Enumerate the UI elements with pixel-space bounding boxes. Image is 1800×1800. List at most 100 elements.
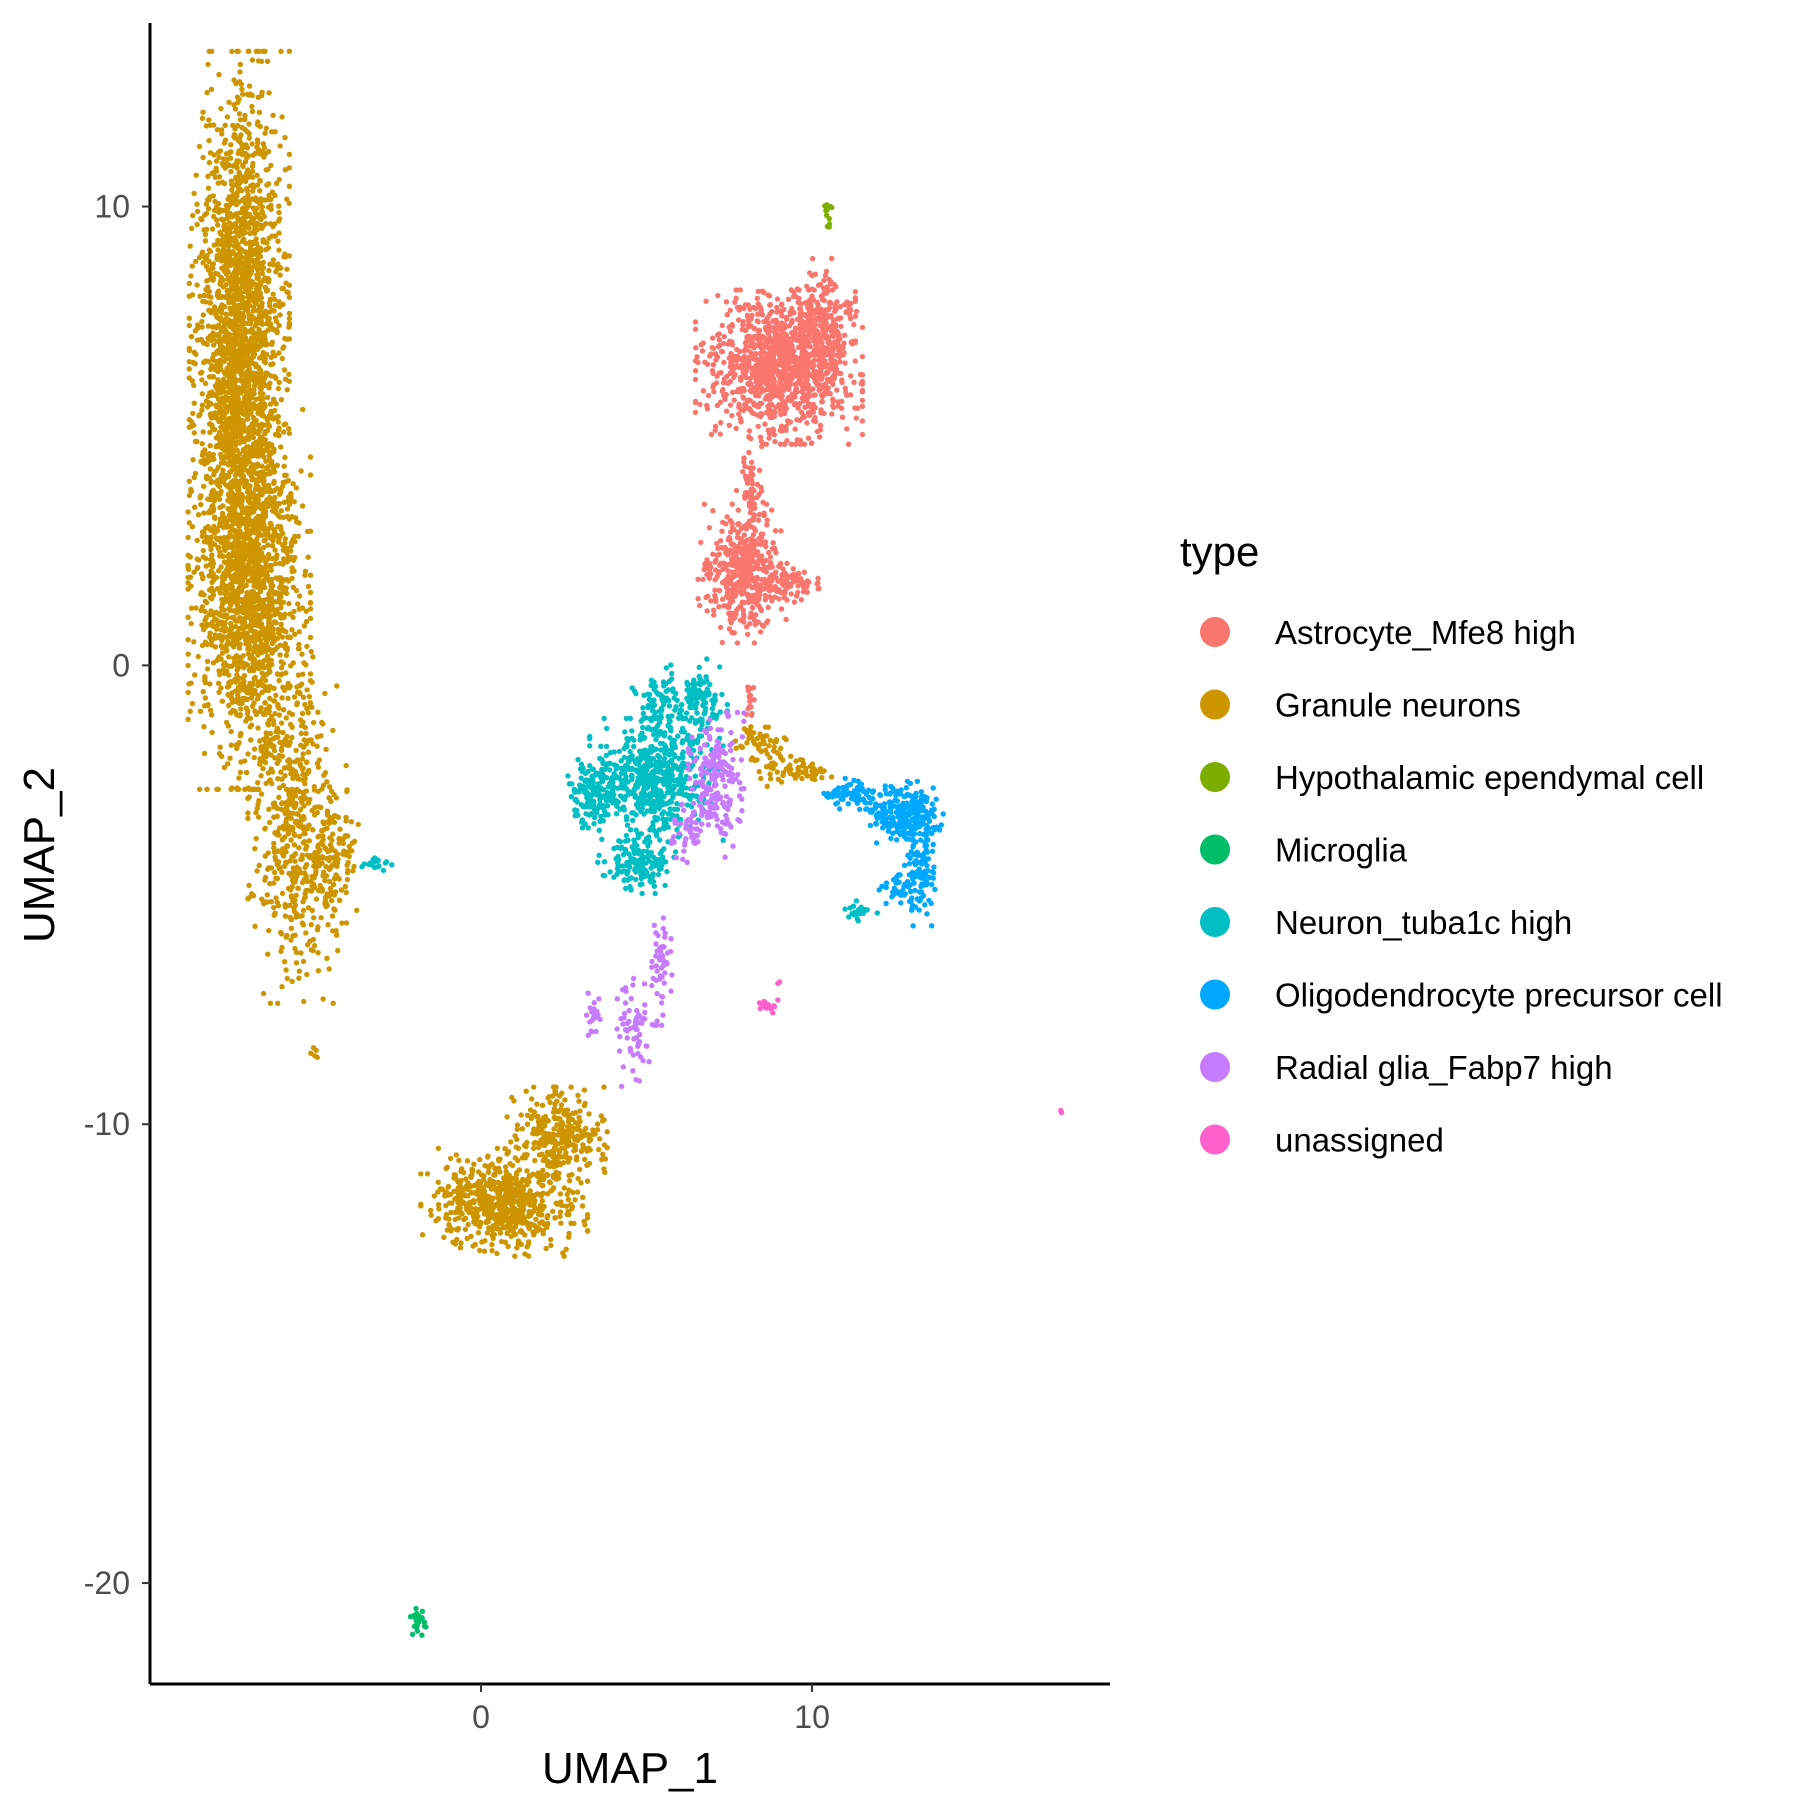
data-point [224,395,230,401]
data-point [817,422,824,428]
data-point [723,603,730,609]
data-point [276,677,282,684]
data-point [224,211,231,218]
data-point [202,238,209,244]
data-point [204,89,210,96]
data-point [733,425,739,432]
data-point [802,404,808,410]
data-point [745,684,751,690]
data-point [791,310,797,316]
data-point [748,323,754,329]
data-point [188,333,195,340]
data-point [221,559,228,565]
data-point [229,48,235,54]
data-point [756,329,762,335]
data-point [727,518,734,524]
data-point [764,393,770,399]
data-point [254,137,261,143]
data-point [727,402,734,408]
data-point [774,304,780,311]
data-point [741,455,747,461]
data-point [731,397,737,403]
data-point [226,654,232,660]
data-point [770,393,776,400]
data-point [744,566,750,573]
data-point [736,545,742,552]
data-point [216,71,222,78]
data-point [271,480,277,486]
data-point [200,554,206,560]
data-point [290,536,296,543]
data-point [717,538,724,544]
data-point [243,769,250,776]
data-point [284,266,290,272]
data-point [217,549,223,555]
data-point [257,292,263,298]
data-point [768,347,774,354]
data-point [737,603,744,609]
data-point [212,491,218,497]
data-point [228,168,234,175]
data-point [201,227,207,233]
data-point [800,355,807,361]
data-point [801,441,808,447]
data-point [755,619,762,625]
data-point [250,377,257,383]
data-point [258,370,264,377]
data-point [218,294,224,300]
data-point [827,313,833,320]
data-point [212,426,218,433]
data-point [703,298,709,304]
data-point [265,551,272,558]
data-point [784,560,790,567]
data-point [821,410,827,417]
data-point [185,614,191,620]
data-point [185,574,191,581]
data-point [794,437,801,443]
data-point [787,419,794,425]
data-point [722,396,728,403]
data-point [255,330,262,337]
data-point [716,604,722,610]
data-point [702,359,708,365]
data-point [209,389,215,395]
data-point [219,607,225,613]
data-point [219,179,226,185]
data-point [271,296,278,302]
data-point [714,402,721,409]
data-point [713,380,720,386]
data-point [847,312,853,318]
data-point [275,419,281,425]
data-point [263,125,269,131]
data-point [205,496,211,502]
data-point [695,596,701,602]
data-point [240,332,247,338]
data-point [233,698,239,705]
data-point [818,348,824,354]
data-point [186,322,192,329]
data-point [791,334,797,340]
data-point [190,212,196,219]
data-point [858,380,864,387]
data-point [751,546,757,552]
data-point [692,399,699,406]
data-point [210,261,217,267]
data-point [722,544,728,551]
data-point [778,528,784,534]
data-point [726,338,733,344]
data-point [260,349,266,356]
data-point [734,534,741,541]
data-point [237,61,243,68]
data-point [701,566,708,572]
data-point [838,323,844,330]
data-point [859,324,866,331]
data-point [748,381,754,387]
data-point [189,225,195,232]
data-point [269,189,276,195]
data-point [710,335,716,341]
data-point [820,285,827,291]
data-point [187,243,193,249]
data-point [733,607,740,613]
data-point [274,266,280,272]
data-point [206,197,212,203]
